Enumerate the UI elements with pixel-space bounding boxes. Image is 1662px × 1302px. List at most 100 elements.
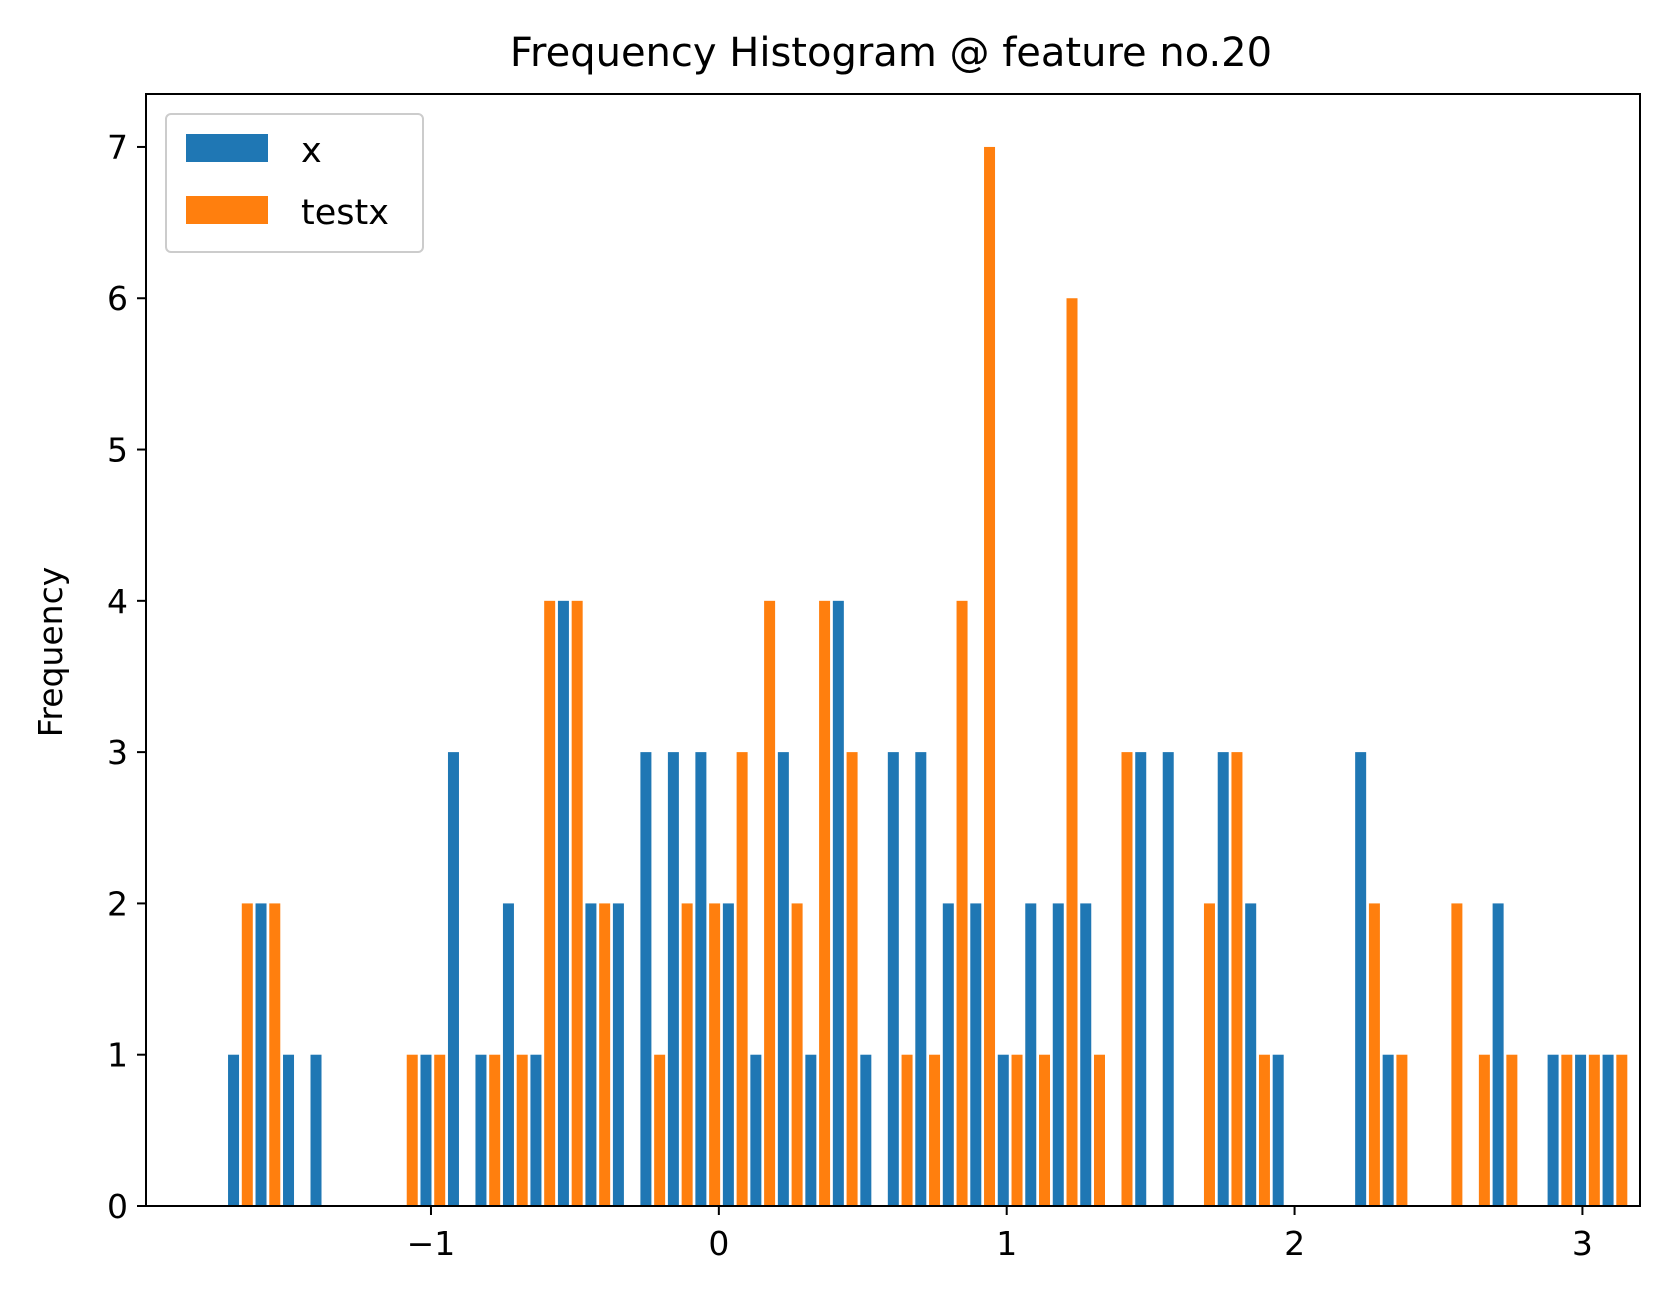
bar-x-11	[530, 1054, 542, 1206]
bar-testx-42	[1396, 1054, 1408, 1206]
bar-x-3	[310, 1054, 322, 1206]
bar-testx-46	[1506, 1054, 1518, 1206]
legend-swatch-x	[186, 134, 268, 162]
bar-testx-0	[241, 903, 253, 1206]
bar-testx-48	[1561, 1054, 1573, 1206]
y-tick-label-2: 2	[107, 884, 128, 923]
y-tick-label-4: 4	[107, 582, 128, 621]
legend-label-testx: testx	[301, 193, 389, 233]
y-tick-label-5: 5	[107, 431, 128, 470]
bar-x-14	[612, 903, 624, 1206]
bar-x-23	[860, 1054, 872, 1206]
bar-x-10	[502, 903, 514, 1206]
bar-x-38	[1272, 1054, 1284, 1206]
legend: x testx	[165, 113, 424, 253]
bar-testx-16	[681, 903, 693, 1206]
x-tick-label-1: 0	[708, 1224, 729, 1263]
bar-testx-18	[736, 752, 748, 1206]
bars-layer	[228, 146, 1628, 1207]
bar-testx-41	[1368, 903, 1380, 1206]
y-tick-label-1: 1	[107, 1036, 128, 1075]
y-tick-label-6: 6	[107, 279, 128, 318]
x-tick-label-4: 3	[1572, 1224, 1593, 1263]
bar-x-16	[667, 752, 679, 1206]
bar-x-48	[1547, 1054, 1559, 1206]
bar-x-0	[228, 1054, 240, 1206]
bar-x-15	[640, 752, 652, 1206]
bar-testx-13	[599, 903, 611, 1206]
bar-x-18	[722, 903, 734, 1206]
x-axis: −1 0 1 2 3	[407, 1206, 1593, 1263]
bar-testx-19	[764, 600, 776, 1206]
bar-x-13	[585, 903, 597, 1206]
bar-testx-44	[1451, 903, 1463, 1206]
bar-x-42	[1382, 1054, 1394, 1206]
bar-testx-20	[791, 903, 803, 1206]
bar-x-20	[777, 752, 789, 1206]
bar-testx-36	[1231, 752, 1243, 1206]
bar-x-1	[255, 903, 267, 1206]
bar-x-2	[283, 1054, 295, 1206]
bar-x-41	[1355, 752, 1367, 1206]
bar-testx-31	[1094, 1054, 1105, 1206]
bar-x-26	[942, 903, 954, 1206]
y-axis: 0 1 2 3 4 5 6 7	[107, 128, 146, 1226]
bar-testx-27	[984, 146, 996, 1207]
chart-title: Frequency Histogram @ feature no.20	[510, 30, 1272, 76]
bar-x-27	[970, 903, 982, 1206]
bar-x-46	[1492, 903, 1504, 1206]
bar-x-34	[1162, 752, 1174, 1206]
bar-testx-21	[819, 600, 831, 1206]
y-axis-label: Frequency	[31, 567, 70, 737]
bar-x-30	[1052, 903, 1064, 1206]
bar-x-31	[1080, 903, 1092, 1206]
bar-testx-30	[1066, 298, 1078, 1206]
bar-x-37	[1245, 903, 1257, 1206]
bar-testx-49	[1588, 1054, 1600, 1206]
legend-swatch-testx	[186, 196, 268, 224]
bar-x-49	[1575, 1054, 1587, 1206]
bar-testx-29	[1039, 1054, 1051, 1206]
bar-testx-6	[406, 1054, 418, 1206]
bar-testx-15	[654, 1054, 666, 1206]
bar-x-25	[915, 752, 927, 1206]
bar-testx-22	[846, 752, 858, 1206]
bar-testx-7	[434, 1054, 446, 1206]
y-tick-label-0: 0	[107, 1187, 128, 1226]
bar-x-24	[887, 752, 899, 1206]
bar-x-9	[475, 1054, 487, 1206]
bar-testx-37	[1258, 1054, 1270, 1206]
x-tick-label-0: −1	[407, 1224, 456, 1263]
bar-testx-10	[516, 1054, 528, 1206]
bar-testx-35	[1203, 903, 1215, 1206]
bar-x-22	[832, 600, 844, 1206]
bar-testx-45	[1478, 1054, 1490, 1206]
y-tick-label-3: 3	[107, 733, 128, 772]
bar-testx-24	[901, 1054, 913, 1206]
bar-x-21	[805, 1054, 817, 1206]
bar-testx-25	[929, 1054, 941, 1206]
bar-x-12	[557, 600, 569, 1206]
bar-testx-32	[1121, 752, 1133, 1206]
legend-label-x: x	[301, 131, 322, 171]
bar-x-33	[1135, 752, 1147, 1206]
bar-testx-9	[489, 1054, 501, 1206]
bar-x-17	[695, 752, 707, 1206]
x-tick-label-2: 1	[996, 1224, 1017, 1263]
bar-x-29	[1025, 903, 1037, 1206]
bar-testx-12	[571, 600, 583, 1206]
bar-x-19	[750, 1054, 762, 1206]
bar-x-36	[1217, 752, 1229, 1206]
x-tick-label-3: 2	[1284, 1224, 1305, 1263]
bar-testx-28	[1011, 1054, 1023, 1206]
bar-x-50	[1602, 1054, 1614, 1206]
bar-testx-11	[544, 600, 556, 1206]
bar-x-7	[420, 1054, 432, 1206]
bar-testx-1	[269, 903, 281, 1206]
y-tick-label-7: 7	[107, 128, 128, 167]
plot-frame	[145, 93, 1641, 1207]
bar-x-28	[997, 1054, 1009, 1206]
bar-x-8	[447, 752, 459, 1206]
bar-testx-26	[956, 600, 968, 1206]
